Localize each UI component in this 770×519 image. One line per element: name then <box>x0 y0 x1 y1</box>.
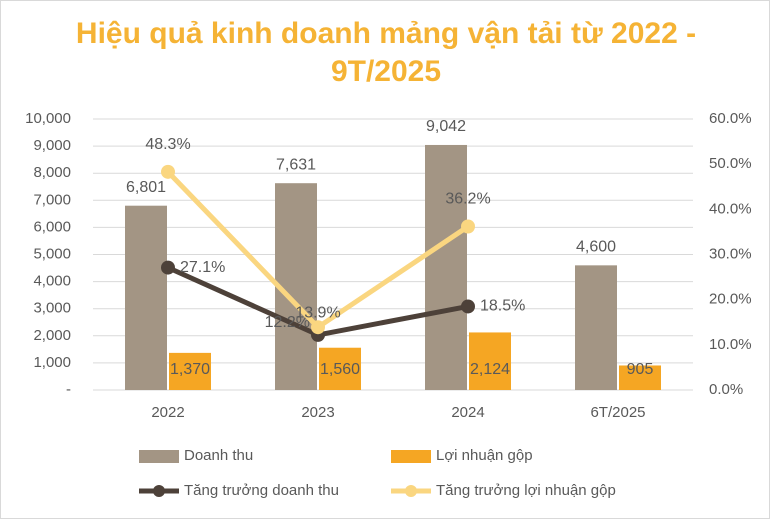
y2-tick-label: 0.0% <box>709 381 743 398</box>
line-value-label: 13.9% <box>295 304 340 321</box>
legend-label: Tăng trưởng lợi nhuận gộp <box>436 482 616 499</box>
x-tick-label: 2024 <box>451 404 484 421</box>
y2-tick-label: 40.0% <box>709 200 752 217</box>
legend-swatch <box>153 485 165 497</box>
y-tick-label: 1,000 <box>33 354 71 371</box>
y2-tick-label: 60.0% <box>709 110 752 127</box>
value-label: 1,560 <box>320 361 360 378</box>
line-point <box>161 164 175 179</box>
y-tick-label: 10,000 <box>25 110 71 127</box>
y-tick-label: 7,000 <box>33 191 71 208</box>
legend-label: Tăng trưởng doanh thu <box>184 482 339 499</box>
y2-tick-label: 10.0% <box>709 336 752 353</box>
y-tick-label: 4,000 <box>33 273 71 290</box>
line-value-label: 12.2% <box>265 314 310 331</box>
bar <box>125 205 167 390</box>
y-tick-label: 3,000 <box>33 300 71 317</box>
value-label: 905 <box>627 361 654 378</box>
line-point <box>461 299 475 314</box>
legend-label: Doanh thu <box>184 447 253 464</box>
line-point <box>461 219 475 234</box>
y-tick-label: 5,000 <box>33 245 71 262</box>
y-tick-label: 9,000 <box>33 137 71 154</box>
line-value-label: 18.5% <box>480 298 525 315</box>
value-label: 6,801 <box>126 179 166 196</box>
y-tick-label: 6,000 <box>33 218 71 235</box>
line-point <box>311 320 325 335</box>
legend-swatch <box>391 450 431 463</box>
bar <box>575 265 617 390</box>
bar <box>619 365 661 390</box>
y2-tick-label: 50.0% <box>709 155 752 172</box>
line-value-label: 27.1% <box>180 259 225 276</box>
legend-swatch <box>405 485 417 497</box>
value-label: 9,042 <box>426 118 466 135</box>
line-point <box>161 260 175 275</box>
y2-tick-label: 20.0% <box>709 291 752 308</box>
x-tick-label: 6T/2025 <box>590 404 645 421</box>
legend-swatch <box>139 450 179 463</box>
bar <box>469 332 511 390</box>
chart-title: Hiệu quả kinh doanh mảng vận tải từ 2022… <box>75 17 697 88</box>
value-label: 4,600 <box>576 239 616 256</box>
value-label: 2,124 <box>470 361 510 378</box>
value-label: 1,370 <box>170 361 210 378</box>
value-label: 7,631 <box>276 156 316 173</box>
bar <box>425 144 467 390</box>
bar <box>169 352 211 390</box>
y2-tick-label: 30.0% <box>709 245 752 262</box>
x-tick-label: 2022 <box>151 404 184 421</box>
x-tick-label: 2023 <box>301 404 334 421</box>
bar <box>319 347 361 390</box>
legend-label: Lợi nhuận gộp <box>436 447 533 464</box>
line-value-label: 48.3% <box>145 136 190 153</box>
y-tick-label: 8,000 <box>33 164 71 181</box>
line-value-label: 36.2% <box>445 191 490 208</box>
y-tick-label: - <box>66 381 71 398</box>
y-tick-label: 2,000 <box>33 327 71 344</box>
